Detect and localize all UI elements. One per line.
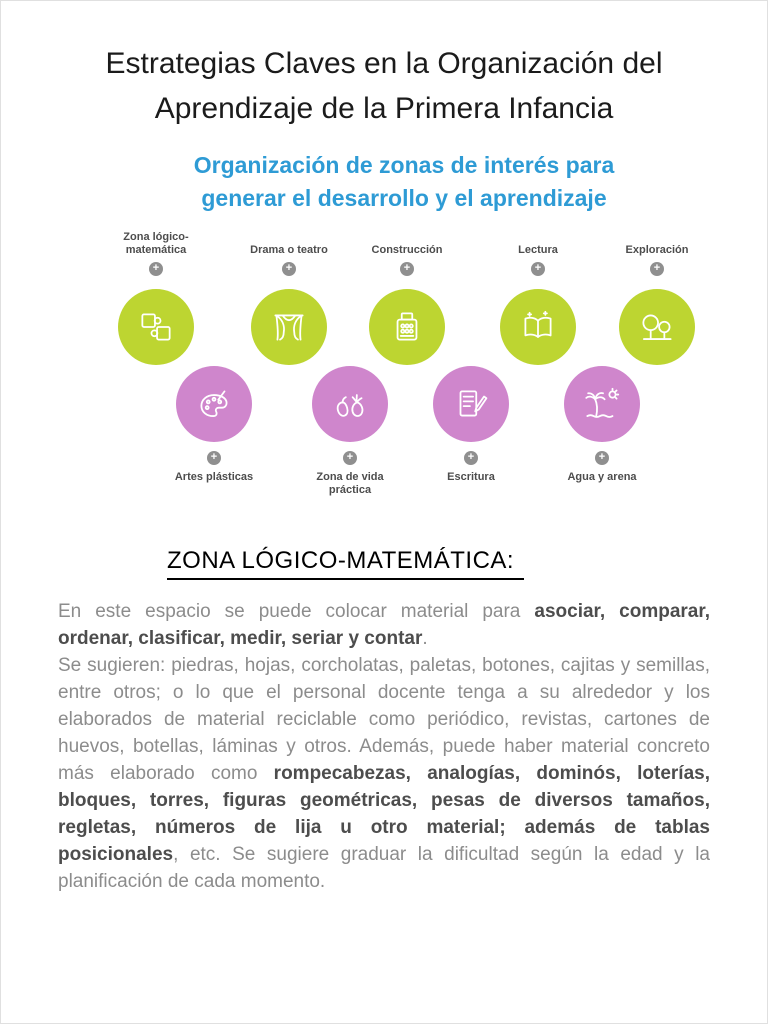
plus-glyph: + — [346, 451, 354, 463]
zone-lectura: Lectura + — [473, 227, 603, 365]
zone-label: Zona lógico-matemática — [123, 231, 189, 256]
infographic-title-line: generar el desarrollo y el aprendizaje — [201, 185, 607, 211]
plus-glyph: + — [403, 262, 411, 274]
plus-glyph: + — [653, 262, 661, 274]
plus-icon: + — [207, 451, 221, 465]
plus-icon: + — [343, 451, 357, 465]
zone-circle — [251, 289, 327, 365]
zone-exploracion: Exploración + — [592, 227, 722, 365]
body-text: En este espacio se puede colocar materia… — [58, 598, 710, 895]
plus-icon: + — [531, 262, 545, 276]
plus-icon: + — [149, 262, 163, 276]
zone-circle — [500, 289, 576, 365]
plus-glyph: + — [152, 262, 160, 274]
page-title: Estrategias Claves en la Organización de… — [1, 41, 767, 131]
zone-vida-practica: + Zona de vida práctica — [285, 366, 415, 497]
pencil-notepad-icon — [459, 390, 488, 417]
plus-glyph: + — [467, 451, 475, 463]
zone-label: Drama o teatro — [250, 244, 328, 256]
page-title-line: Estrategias Claves en la Organización de… — [105, 47, 663, 80]
zone-agua-arena: + Agua y arena — [537, 366, 667, 484]
paint-palette-icon — [200, 390, 228, 417]
puzzle-icon — [141, 313, 171, 341]
paragraph: Se sugieren: piedras, hojas, corcholatas… — [58, 655, 710, 892]
zone-label: Exploración — [625, 244, 689, 256]
plus-glyph: + — [285, 262, 293, 274]
zone-circle — [176, 366, 252, 442]
zone-circle — [369, 289, 445, 365]
zone-label: Escritura — [447, 471, 495, 483]
trees-icon — [642, 314, 672, 340]
plus-glyph: + — [210, 451, 218, 463]
plus-icon: + — [650, 262, 664, 276]
plus-icon: + — [400, 262, 414, 276]
zone-construccion: Construcción + — [342, 227, 472, 365]
infographic-title: Organización de zonas de interés para ge… — [21, 149, 767, 215]
plus-glyph: + — [534, 262, 542, 274]
zones-infographic: Zona lógico-matemática + Drama o teatro … — [1, 227, 767, 519]
zone-artes-plasticas: + Artes plásticas — [149, 366, 279, 484]
page-title-line: Aprendizaje de la Primera Infancia — [154, 92, 614, 125]
plus-icon: + — [595, 451, 609, 465]
paragraph: En este espacio se puede colocar materia… — [58, 601, 710, 649]
plus-glyph: + — [598, 451, 606, 463]
plus-icon: + — [464, 451, 478, 465]
zone-circle — [312, 366, 388, 442]
zone-circle — [118, 289, 194, 365]
zone-label: Artes plásticas — [174, 471, 254, 483]
infographic-title-line: Organización de zonas de interés para — [193, 152, 615, 178]
theater-curtain-icon — [274, 314, 304, 341]
zone-label: Construcción — [371, 244, 443, 256]
open-book-icon — [524, 310, 552, 338]
zone-circle — [619, 289, 695, 365]
section-heading: ZONA LÓGICO-MATEMÁTICA: — [167, 547, 525, 580]
zone-label: Zona de vida práctica — [316, 471, 384, 496]
zone-label: Lectura — [518, 244, 558, 256]
zone-label: Agua y arena — [567, 471, 637, 483]
zone-circle — [564, 366, 640, 442]
zone-circle — [433, 366, 509, 442]
zone-escritura: + Escritura — [406, 366, 536, 484]
vegetables-icon — [336, 394, 364, 417]
zone-logico-matematica: Zona lógico-matemática + — [91, 227, 221, 365]
zone-drama-teatro: Drama o teatro + — [224, 227, 354, 365]
building-blocks-icon — [396, 312, 418, 341]
plus-icon: + — [282, 262, 296, 276]
palm-beach-icon — [585, 387, 620, 418]
